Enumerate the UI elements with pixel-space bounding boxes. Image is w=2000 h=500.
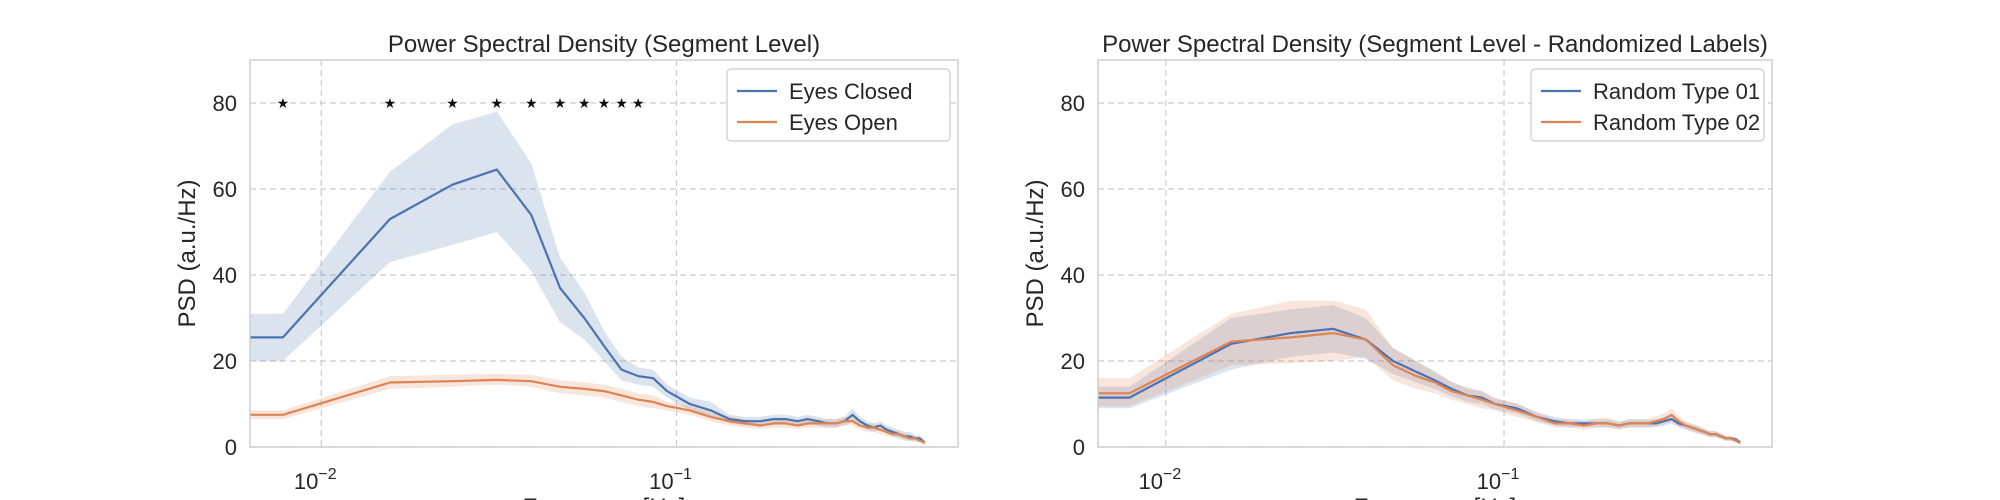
x-tick-exponent: −1: [1501, 466, 1519, 483]
y-tick-label: 40: [1061, 263, 1085, 288]
y-tick-label: 60: [213, 177, 237, 202]
legend-label-2: Eyes Open: [789, 110, 898, 135]
axes-frame: [249, 59, 959, 448]
series-line-2: [250, 378, 926, 444]
y-tick-label: 20: [213, 349, 237, 374]
x-tick-label: 10−2: [294, 466, 337, 494]
y-tick-label: 40: [213, 263, 237, 288]
legend-box: [726, 68, 951, 142]
y-tick-label: 20: [1061, 349, 1085, 374]
significance-star: ★: [578, 96, 591, 112]
x-tick-label: 10−2: [1138, 466, 1181, 494]
x-tick-exponent: −2: [318, 466, 336, 483]
y-tick-label: 0: [1073, 435, 1085, 460]
significance-star: ★: [491, 96, 504, 112]
x-axis-label: Frequency [Hz]: [1354, 494, 1517, 500]
y-axis-label: PSD (a.u./Hz): [174, 179, 201, 327]
legend-label-2: Random Type 02: [1593, 110, 1760, 135]
y-tick-label: 80: [213, 91, 237, 116]
series-line-2: [1098, 332, 1741, 444]
y-tick-label: 60: [1061, 177, 1085, 202]
legend-label-1: Random Type 01: [1593, 79, 1760, 104]
y-axis-label: PSD (a.u./Hz): [1022, 179, 1049, 327]
x-tick-base: 10: [1477, 469, 1501, 494]
series-band-2: [250, 373, 925, 445]
series-band-1: [250, 111, 925, 445]
x-tick-base: 10: [649, 469, 673, 494]
axes-frame: [1097, 59, 1773, 448]
x-tick-base: 10: [294, 469, 318, 494]
significance-star: ★: [525, 96, 538, 112]
series-line-1: [250, 168, 926, 444]
significance-star: ★: [277, 96, 290, 112]
y-tick-label: 80: [1061, 91, 1085, 116]
legend-label-1: Eyes Closed: [789, 79, 913, 104]
x-tick-label: 10−1: [1477, 466, 1520, 494]
x-tick-exponent: −2: [1163, 466, 1181, 483]
x-tick-exponent: −1: [674, 466, 692, 483]
significance-star: ★: [598, 96, 611, 112]
chart-title: Power Spectral Density (Segment Level): [388, 31, 820, 58]
significance-star: ★: [384, 96, 397, 112]
x-tick-label: 10−1: [649, 466, 692, 494]
legend-box: [1530, 68, 1765, 142]
significance-star: ★: [615, 96, 628, 112]
significance-star: ★: [446, 96, 459, 112]
significance-star: ★: [632, 96, 645, 112]
x-axis-label: Frequency [Hz]: [523, 494, 686, 500]
x-tick-base: 10: [1138, 469, 1162, 494]
chart-title: Power Spectral Density (Segment Level - …: [1102, 31, 1768, 58]
y-tick-label: 0: [225, 435, 237, 460]
significance-star: ★: [554, 96, 567, 112]
